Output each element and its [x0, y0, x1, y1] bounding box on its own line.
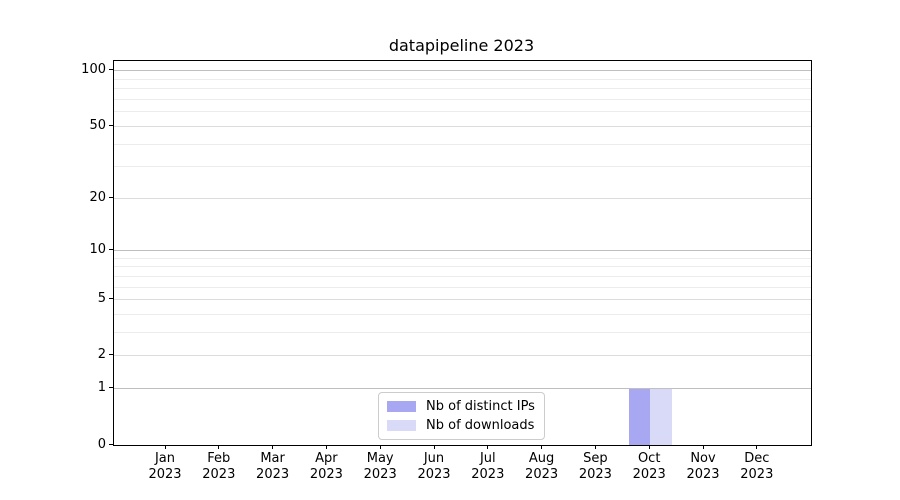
y-tick-mark-100 — [109, 69, 113, 71]
x-tick-year: 2023 — [525, 467, 559, 482]
x-tick-month: Jan — [154, 451, 176, 466]
x-tick-year: 2023 — [256, 467, 290, 482]
y-tick-mark-50 — [109, 124, 113, 126]
y-tick-mark-5 — [109, 298, 113, 300]
gridline-y-100 — [114, 70, 811, 72]
x-tick-mark-mar — [272, 445, 274, 449]
gridline-y-5 — [114, 299, 811, 301]
legend-label: Nb of distinct IPs — [426, 399, 535, 414]
gridline-y-90 — [114, 78, 811, 80]
x-tick-month: May — [366, 451, 394, 466]
y-tick-mark-0 — [109, 443, 113, 445]
x-tick-year: 2023 — [309, 467, 343, 482]
x-tick-label-nov: Nov 2023 — [676, 451, 730, 483]
x-tick-label-may: May 2023 — [353, 451, 407, 483]
x-tick-month: Feb — [207, 451, 231, 466]
x-tick-mark-oct — [648, 445, 650, 449]
gridline-y-80 — [114, 88, 811, 90]
y-tick-label-50: 50 — [89, 117, 106, 133]
y-tick-label-20: 20 — [89, 189, 106, 205]
gridline-y-20 — [114, 197, 811, 199]
x-tick-year: 2023 — [417, 467, 451, 482]
legend-entry: Nb of downloads — [387, 418, 535, 433]
legend-label: Nb of downloads — [426, 418, 535, 433]
x-tick-mark-sep — [594, 445, 596, 449]
y-tick-label-100: 100 — [81, 62, 106, 78]
x-tick-month: Sep — [583, 451, 608, 466]
y-tick-label-10: 10 — [89, 242, 106, 258]
x-tick-label-apr: Apr 2023 — [299, 451, 353, 483]
gridline-y-7 — [114, 275, 811, 277]
legend-entry: Nb of distinct IPs — [387, 399, 535, 414]
x-tick-mark-may — [379, 445, 381, 449]
x-tick-label-aug: Aug 2023 — [515, 451, 569, 483]
x-tick-label-jun: Jun 2023 — [407, 451, 461, 483]
x-tick-year: 2023 — [363, 467, 397, 482]
x-tick-mark-jul — [487, 445, 489, 449]
x-tick-year: 2023 — [578, 467, 612, 482]
x-tick-month: Nov — [690, 451, 716, 466]
y-tick-label-5: 5 — [97, 291, 106, 307]
x-tick-month: Aug — [528, 451, 555, 466]
gridline-y-8 — [114, 266, 811, 268]
x-tick-month: Oct — [637, 451, 661, 466]
y-tick-mark-10 — [109, 249, 113, 251]
x-tick-mark-jan — [164, 445, 166, 449]
x-tick-mark-nov — [702, 445, 704, 449]
x-tick-label-feb: Feb 2023 — [192, 451, 246, 483]
x-tick-month: Apr — [315, 451, 338, 466]
gridline-y-10 — [114, 250, 811, 252]
x-tick-label-mar: Mar 2023 — [246, 451, 300, 483]
x-tick-label-dec: Dec 2023 — [730, 451, 784, 483]
y-tick-mark-1 — [109, 387, 113, 389]
y-tick-mark-2 — [109, 354, 113, 356]
y-tick-mark-20 — [109, 196, 113, 198]
gridline-y-30 — [114, 166, 811, 168]
x-tick-label-jul: Jul 2023 — [461, 451, 515, 483]
x-tick-year: 2023 — [632, 467, 666, 482]
gridline-y-70 — [114, 99, 811, 101]
gridline-y-40 — [114, 143, 811, 145]
y-tick-label-1: 1 — [97, 380, 106, 396]
gridline-y-3 — [114, 332, 811, 334]
x-tick-year: 2023 — [740, 467, 774, 482]
x-tick-mark-jun — [433, 445, 435, 449]
x-tick-mark-apr — [325, 445, 327, 449]
chart-title: datapipeline 2023 — [388, 36, 535, 55]
x-tick-label-jan: Jan 2023 — [138, 451, 192, 483]
y-tick-label-0: 0 — [97, 436, 106, 452]
gridline-y-1 — [114, 388, 811, 390]
legend: Nb of distinct IPs Nb of downloads — [378, 392, 545, 440]
x-tick-month: Jun — [423, 451, 445, 466]
gridline-y-4 — [114, 314, 811, 316]
plot-area — [113, 60, 812, 446]
legend-swatch-nb-of-downloads — [387, 420, 416, 431]
x-tick-mark-aug — [541, 445, 543, 449]
x-tick-year: 2023 — [148, 467, 182, 482]
y-tick-label-2: 2 — [97, 347, 106, 363]
x-tick-month: Jul — [479, 451, 496, 466]
gridline-y-9 — [114, 257, 811, 259]
x-tick-mark-dec — [756, 445, 758, 449]
bar-nb-of-downloads-oct — [650, 388, 672, 445]
x-tick-month: Dec — [744, 451, 770, 466]
x-tick-label-oct: Oct 2023 — [622, 451, 676, 483]
x-tick-month: Mar — [260, 451, 285, 466]
x-tick-year: 2023 — [686, 467, 720, 482]
gridline-y-6 — [114, 286, 811, 288]
bar-nb-of-distinct-ips-oct — [628, 388, 651, 445]
x-tick-year: 2023 — [202, 467, 236, 482]
gridline-y-60 — [114, 111, 811, 113]
x-tick-label-sep: Sep 2023 — [568, 451, 622, 483]
x-tick-mark-feb — [218, 445, 220, 449]
gridline-y-2 — [114, 355, 811, 357]
legend-swatch-nb-of-distinct-ips — [387, 401, 416, 412]
x-tick-year: 2023 — [471, 467, 505, 482]
gridline-y-50 — [114, 125, 811, 127]
